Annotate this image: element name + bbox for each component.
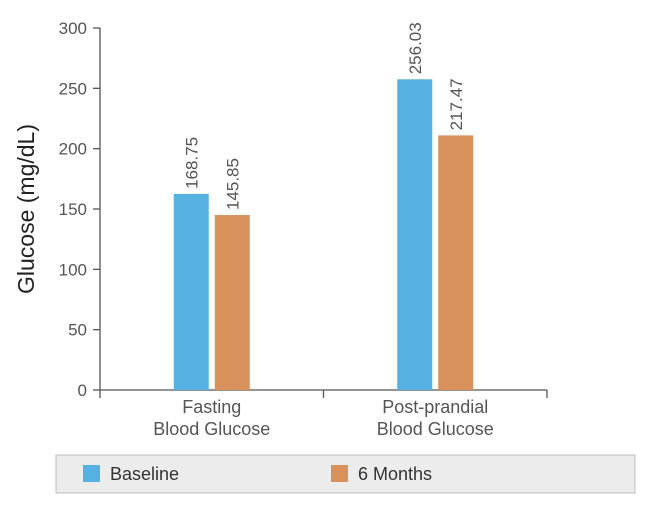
legend-swatch bbox=[83, 465, 100, 482]
bar bbox=[173, 193, 209, 390]
legend-swatch bbox=[331, 465, 348, 482]
y-tick-label: 300 bbox=[59, 19, 87, 38]
x-tick-label: Post-prandial bbox=[382, 397, 488, 417]
x-tick-label: Blood Glucose bbox=[153, 419, 270, 439]
x-tick-label: Blood Glucose bbox=[377, 419, 494, 439]
data-label: 145.85 bbox=[223, 158, 242, 210]
y-tick-label: 0 bbox=[78, 381, 87, 400]
legend: Baseline 6 Months bbox=[55, 454, 636, 494]
legend-label: Baseline bbox=[110, 464, 179, 484]
y-tick-label: 250 bbox=[59, 79, 87, 98]
data-label: 256.03 bbox=[406, 22, 425, 74]
x-tick-label: Fasting bbox=[182, 397, 241, 417]
data-label: 168.75 bbox=[182, 137, 201, 189]
data-label: 217.47 bbox=[447, 78, 466, 130]
y-tick-label: 200 bbox=[59, 140, 87, 159]
bars: 168.75 145.85 256.03 217.47 bbox=[173, 22, 474, 391]
bar bbox=[397, 79, 433, 391]
bar bbox=[214, 215, 250, 390]
bar bbox=[438, 135, 474, 390]
y-tick-label: 150 bbox=[59, 200, 87, 219]
y-tick-label: 50 bbox=[68, 321, 87, 340]
y-tick-label: 100 bbox=[59, 260, 87, 279]
y-axis-title: Glucose (mg/dL) bbox=[13, 124, 39, 294]
legend-label: 6 Months bbox=[358, 464, 432, 484]
